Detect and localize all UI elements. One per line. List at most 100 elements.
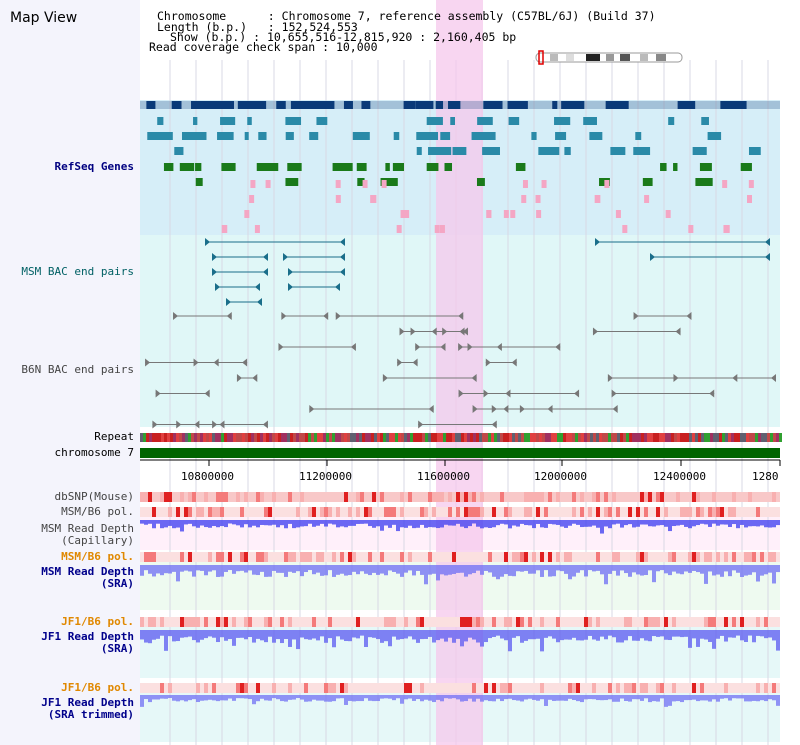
polymorphism-cell (172, 683, 176, 693)
track-label-msm-depth-capillary[interactable]: MSM Read Depth (41, 522, 134, 535)
polymorphism-cell (300, 617, 304, 627)
show-label: Show (b.p.) (170, 30, 247, 44)
read-depth-bar (744, 520, 748, 528)
polymorphism-cell (288, 683, 292, 693)
polymorphism-cell (388, 617, 392, 627)
track-label-dbsnp[interactable]: dbSNP(Mouse) (54, 490, 134, 503)
b6n-bac-pair-end (410, 327, 416, 336)
track-label-msm-b6-pol-2[interactable]: MSM/B6 pol. (61, 550, 134, 563)
polymorphism-cell (708, 617, 712, 627)
read-depth-bar (496, 630, 500, 636)
polymorphism-cell (200, 683, 204, 693)
polymorphism-cell (184, 617, 188, 627)
gene-row-band (140, 101, 780, 109)
read-depth-bar (236, 565, 240, 572)
polymorphism-cell (492, 552, 496, 562)
polymorphism-cell (368, 552, 372, 562)
polymorphism-cell (200, 507, 204, 517)
b6n-bac-pair-end (418, 420, 424, 429)
polymorphism-cell (720, 507, 724, 517)
read-depth-bar (568, 630, 572, 640)
read-depth-bar (404, 695, 408, 700)
read-depth-bar (588, 630, 592, 636)
b6n-bac-pair-end (219, 420, 225, 429)
gene-block (553, 147, 560, 155)
gene-block (668, 117, 675, 125)
read-depth-bar (316, 520, 320, 526)
read-depth-bar (320, 565, 324, 576)
read-depth-bar (276, 695, 280, 700)
gene-pink-block (522, 180, 528, 188)
gene-block (561, 101, 570, 109)
msm-bac-pair-end (263, 253, 268, 261)
polymorphism-cell (332, 683, 336, 693)
polymorphism-cell (428, 507, 432, 517)
polymorphism-cell (480, 507, 484, 517)
repeat-segment (431, 433, 434, 442)
polymorphism-cell (256, 507, 260, 517)
read-depth-bar (208, 630, 212, 637)
polymorphism-cell (724, 683, 728, 693)
ideogram-band (550, 54, 558, 61)
read-depth-bar (148, 520, 152, 524)
track-label-jf1-depth-trimmed[interactable]: JF1 Read Depth (41, 696, 134, 709)
read-depth-bar (212, 520, 216, 527)
read-depth-bar (512, 630, 516, 638)
read-depth-bar (636, 520, 640, 527)
read-depth-bar (356, 565, 360, 575)
polymorphism-cell (568, 617, 572, 627)
polymorphism-cell (388, 492, 392, 502)
read-depth-bar (712, 520, 716, 524)
polymorphism-cell (732, 617, 736, 627)
track-label-jf1-b6-pol-1[interactable]: JF1/B6 pol. (61, 615, 134, 628)
polymorphism-cell (728, 507, 732, 517)
polymorphism-cell (196, 492, 200, 502)
gene-block (728, 101, 746, 109)
track-label-msm-bac[interactable]: MSM BAC end pairs (21, 265, 134, 278)
b6n-bac-pair-end (145, 358, 151, 367)
read-depth-bar (144, 695, 148, 700)
read-depth-bar (392, 630, 396, 637)
track-label-msm-depth-sra[interactable]: MSM Read Depth (41, 565, 134, 578)
track-label-b6n-bac[interactable]: B6N BAC end pairs (21, 363, 134, 376)
read-depth-bar (376, 630, 380, 640)
repeat-segment (332, 433, 335, 442)
repeat-segment (500, 433, 503, 442)
gene-pink-block (748, 180, 754, 188)
read-depth-bar (260, 630, 264, 641)
b6n-bac-pair-end (193, 358, 199, 367)
read-depth-bar (628, 565, 632, 577)
repeat-segment (401, 433, 404, 442)
gene-block (508, 117, 520, 125)
repeat-segment (443, 433, 446, 442)
track-label-jf1-depth-sra[interactable]: JF1 Read Depth (41, 630, 134, 643)
label-column (0, 0, 140, 745)
polymorphism-cell (248, 492, 252, 502)
polymorphism-cell (396, 552, 400, 562)
polymorphism-cell (640, 617, 644, 627)
axis-tick-label: 1280 (752, 470, 779, 483)
polymorphism-cell (760, 492, 764, 502)
read-depth-bar (768, 520, 772, 528)
polymorphism-cell (640, 552, 644, 562)
polymorphism-cell (596, 492, 600, 502)
polymorphism-cell (336, 617, 340, 627)
polymorphism-cell (332, 552, 336, 562)
gene-pink-block (396, 225, 402, 233)
read-depth-bar (448, 565, 452, 575)
read-depth-bar (612, 695, 616, 702)
polymorphism-cell (408, 507, 412, 517)
read-depth-bar (480, 630, 484, 647)
track-label-jf1-b6-pol-2[interactable]: JF1/B6 pol. (61, 681, 134, 694)
read-depth-bar (408, 520, 412, 526)
track-label-refseq[interactable]: RefSeq Genes (54, 160, 134, 173)
track-label-msm-b6-pol-1[interactable]: MSM/B6 pol. (61, 505, 134, 518)
polymorphism-cell (620, 552, 624, 562)
gene-block (258, 132, 267, 140)
read-depth-bar (372, 565, 376, 573)
polymorphism-cell (684, 617, 688, 627)
read-depth-bar (636, 630, 640, 641)
repeat-segment (551, 433, 554, 442)
